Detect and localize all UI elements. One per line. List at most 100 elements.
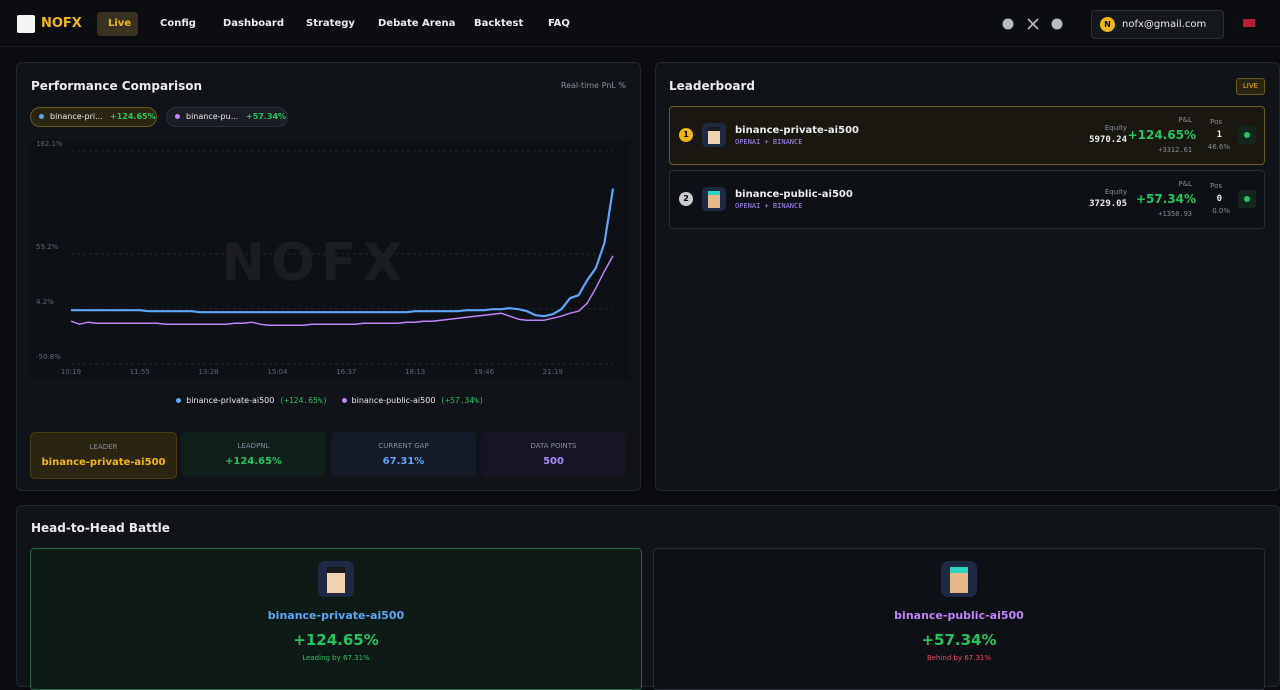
status-indicator <box>1238 126 1256 144</box>
chip-label: binance-pu... <box>186 112 239 121</box>
battle-pnl: +124.65% <box>293 631 379 649</box>
rank-badge: 1 <box>679 128 693 142</box>
avatar-icon <box>702 123 726 147</box>
panel-title: Performance Comparison <box>31 79 203 93</box>
stat-box: DATA POINTS 500 <box>481 432 626 477</box>
pos-pct: 46.6% <box>1207 143 1230 151</box>
user-menu[interactable]: N nofx@gmail.com <box>1091 10 1224 39</box>
chip-label: binance-pri... <box>50 112 103 121</box>
avatar-face <box>327 570 345 593</box>
y-tick-label: 4.2% <box>36 298 54 306</box>
avatar-hair <box>327 567 345 574</box>
live-badge: LIVE <box>1236 78 1265 95</box>
x-tick-label: 21:19 <box>543 368 563 376</box>
leaderboard-row[interactable]: 1 binance-private-ai500 OPENAI + BINANCE Eq… <box>669 106 1265 165</box>
panel-title: Head-to-Head Battle <box>31 521 170 535</box>
stat-value: binance-private-ai500 <box>41 457 166 468</box>
stat-value: 67.31% <box>382 456 425 467</box>
logo-icon[interactable] <box>17 15 35 33</box>
series-line <box>71 188 615 318</box>
series-line <box>70 255 614 326</box>
stat-label: LEADER <box>89 443 118 451</box>
nav-link[interactable]: Config <box>160 18 196 29</box>
trader-sub: OPENAI + BINANCE <box>735 202 803 210</box>
trader-name: binance-public-ai500 <box>735 189 853 200</box>
equity-label: Equity <box>1104 188 1127 196</box>
chart-legend: binance-private-ai500 (+124.65%) binance-p… <box>30 396 630 405</box>
language-flag[interactable] <box>1243 19 1255 27</box>
pos-pct: 0.0% <box>1212 207 1230 215</box>
pnl-label: P&L <box>1178 180 1192 188</box>
x-icon[interactable] <box>1027 18 1039 30</box>
nav-link[interactable]: FAQ <box>548 18 570 29</box>
social-icons <box>1002 18 1063 30</box>
pnl-value: +124.65% <box>1127 128 1196 142</box>
nav-link[interactable]: Debate Arena <box>378 18 456 29</box>
avatar-face <box>708 193 720 208</box>
avatar-hair <box>708 127 720 132</box>
chart-bg <box>30 140 630 380</box>
legend-item[interactable]: binance-private-ai500 (+124.65%) <box>176 396 328 405</box>
legend-pnl: (+124.65%) <box>279 396 328 405</box>
github-icon[interactable] <box>1002 18 1014 30</box>
stat-box: LEADER binance-private-ai500 <box>30 432 177 479</box>
battle-name: binance-private-ai500 <box>267 609 405 622</box>
pos-label: Pos <box>1210 118 1222 126</box>
battle-name: binance-public-ai500 <box>894 609 1024 622</box>
avatar-icon <box>941 561 977 597</box>
stat-label: CURRENT GAP <box>378 442 429 450</box>
legend-swatch <box>176 398 182 403</box>
series-chip[interactable]: binance-pri... +124.65% <box>30 107 157 127</box>
logo-text[interactable]: NOFX <box>41 16 82 31</box>
battle-note: Behind by 67.31% <box>926 654 992 662</box>
pnl-abs: +3312.61 <box>1158 146 1192 154</box>
chip-value: +57.34% <box>246 112 287 121</box>
x-tick-label: 13:28 <box>199 368 219 376</box>
y-tick-label: 59.2% <box>36 243 59 251</box>
nav-link[interactable]: Live <box>108 18 132 29</box>
avatar-face <box>708 129 720 144</box>
equity-value: 5970.24 <box>1089 135 1127 145</box>
pos-value: 1 <box>1216 130 1222 140</box>
x-tick-label: 11:55 <box>130 368 150 376</box>
nav-link[interactable]: Strategy <box>306 18 355 29</box>
telegram-icon[interactable] <box>1051 18 1063 30</box>
pos-value: 0 <box>1216 194 1222 204</box>
watermark: NOFX <box>221 233 408 293</box>
pnl-abs: +1358.93 <box>1158 210 1192 218</box>
legend-item[interactable]: binance-public-ai500 (+57.34%) <box>341 396 484 405</box>
avatar-hair <box>708 191 720 196</box>
status-dot <box>1244 196 1250 202</box>
y-tick-label: 162.1% <box>36 140 63 148</box>
battle-card: binance-public-ai500 +57.34% Behind by 67.… <box>653 548 1265 690</box>
status-indicator <box>1238 190 1256 208</box>
avatar-hair <box>950 567 968 574</box>
avatar-icon <box>318 561 354 597</box>
chip-value: +124.65% <box>110 112 156 121</box>
x-tick-label: 16:37 <box>336 368 356 376</box>
stat-label: DATA POINTS <box>530 442 577 450</box>
stat-box: CURRENT GAP 67.31% <box>331 432 476 477</box>
legend-pnl: (+57.34%) <box>440 396 484 405</box>
stat-value: 500 <box>543 456 564 467</box>
avatar-face <box>950 570 968 593</box>
battle-card: binance-private-ai500 +124.65% Leading by … <box>30 548 642 690</box>
x-tick-label: 19:46 <box>474 368 495 376</box>
pnl-label: P&L <box>1178 116 1192 124</box>
battle-note: Leading by 67.31% <box>302 654 370 662</box>
nav-bar: NOFX Live Config Dashboard Strategy Deba… <box>0 0 1280 47</box>
leaderboard-row[interactable]: 2 binance-public-ai500 OPENAI + BINANCE Equ… <box>669 170 1265 229</box>
rank-badge: 2 <box>679 192 693 206</box>
pnl-chart: NOFX -50.8% 4.2% 59.2% 162.1% 10:19 11:55 13:2… <box>30 140 630 380</box>
panel-title: Leaderboard <box>669 79 755 93</box>
avatar-icon <box>702 187 726 211</box>
nav-link[interactable]: Backtest <box>474 18 524 29</box>
series-chip[interactable]: binance-pu... +57.34% <box>166 107 288 127</box>
battle-pnl: +57.34% <box>921 631 997 649</box>
panel-subtitle: Real-time PnL % <box>560 81 626 90</box>
user-avatar: N <box>1100 17 1115 32</box>
stat-label: LEADPNL <box>237 442 270 450</box>
nav-link[interactable]: Dashboard <box>223 18 284 29</box>
pos-label: Pos <box>1210 182 1222 190</box>
